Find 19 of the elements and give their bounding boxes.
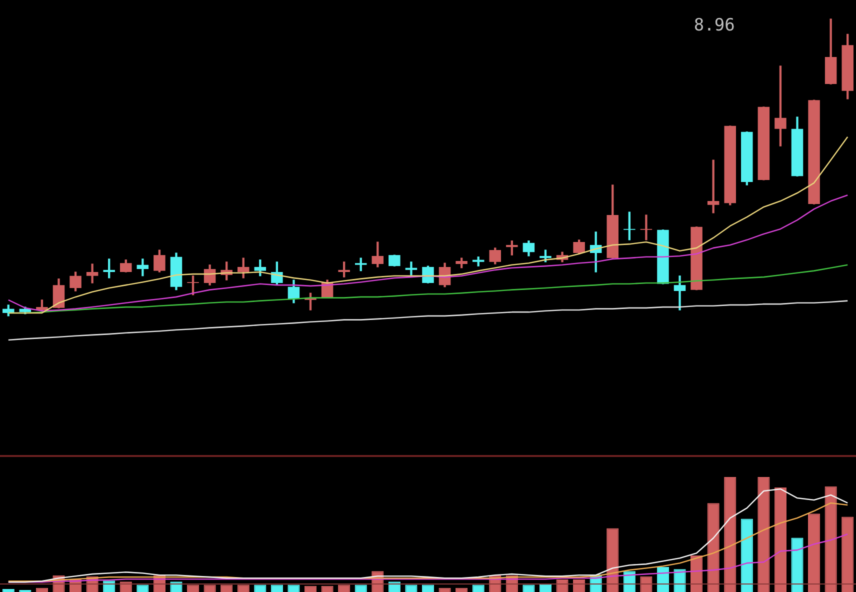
bar bbox=[824, 486, 837, 592]
bar bbox=[740, 518, 753, 592]
candlestick bbox=[354, 258, 367, 272]
bar bbox=[2, 588, 14, 592]
bar bbox=[842, 516, 854, 592]
bar bbox=[36, 588, 48, 592]
annotation: 8.96 bbox=[694, 15, 735, 36]
bar bbox=[438, 588, 451, 592]
bar bbox=[758, 477, 770, 592]
bar bbox=[456, 588, 468, 592]
bar bbox=[774, 487, 787, 592]
bar bbox=[808, 514, 820, 592]
bar bbox=[674, 569, 686, 592]
bar bbox=[656, 567, 670, 592]
candlestick bbox=[624, 212, 636, 240]
bar bbox=[707, 503, 720, 592]
bar bbox=[791, 538, 804, 592]
bar bbox=[606, 528, 619, 592]
bar bbox=[724, 477, 736, 592]
